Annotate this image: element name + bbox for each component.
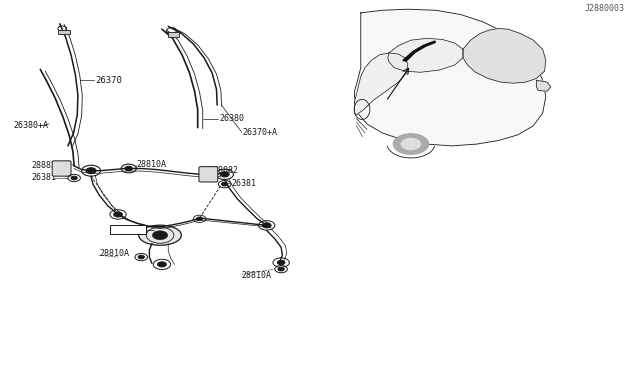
Polygon shape [355, 53, 408, 115]
Circle shape [221, 182, 228, 186]
Circle shape [401, 138, 420, 150]
Circle shape [262, 223, 271, 228]
Circle shape [138, 255, 145, 259]
FancyBboxPatch shape [52, 161, 71, 176]
Text: 26381: 26381 [231, 179, 256, 188]
Circle shape [71, 176, 77, 180]
Circle shape [157, 262, 166, 267]
Circle shape [114, 212, 122, 217]
Text: 26370+A: 26370+A [243, 128, 278, 137]
Polygon shape [463, 29, 546, 83]
Polygon shape [403, 41, 435, 61]
Text: 28882: 28882 [31, 161, 56, 170]
Text: 28882: 28882 [213, 166, 238, 175]
Text: 26380: 26380 [220, 114, 244, 123]
Circle shape [220, 172, 229, 177]
FancyBboxPatch shape [58, 30, 70, 34]
Circle shape [152, 231, 168, 240]
Circle shape [278, 267, 284, 271]
FancyBboxPatch shape [168, 32, 179, 37]
FancyBboxPatch shape [199, 167, 218, 182]
Text: J2880003: J2880003 [584, 4, 624, 13]
Text: 26370: 26370 [95, 76, 122, 85]
Polygon shape [536, 80, 551, 91]
Polygon shape [355, 9, 546, 146]
Text: 28810A: 28810A [137, 160, 167, 169]
Text: 28810A: 28810A [242, 271, 271, 280]
Ellipse shape [139, 225, 181, 245]
Circle shape [277, 260, 285, 265]
Text: 28800: 28800 [112, 226, 139, 235]
Text: 28810A: 28810A [99, 249, 129, 258]
Circle shape [125, 166, 132, 171]
Polygon shape [388, 38, 463, 72]
Circle shape [196, 217, 203, 221]
Text: 26381: 26381 [31, 173, 56, 183]
Text: 26380+A: 26380+A [14, 121, 49, 130]
FancyBboxPatch shape [110, 225, 147, 234]
Circle shape [394, 134, 429, 154]
Circle shape [86, 168, 96, 174]
